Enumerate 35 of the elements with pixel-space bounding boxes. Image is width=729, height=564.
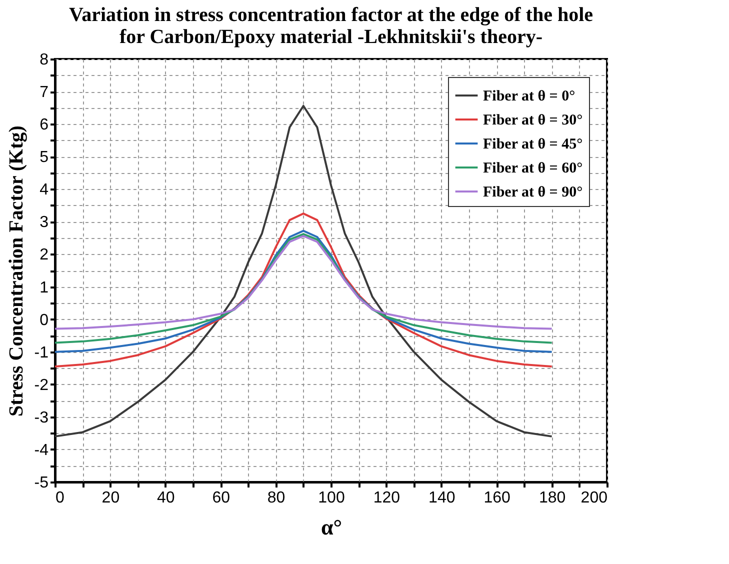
y-tick-label: -4 xyxy=(34,442,49,459)
x-tick-label: 160 xyxy=(484,490,511,506)
x-axis-title: α° xyxy=(320,514,342,540)
x-tick-label: 60 xyxy=(212,490,230,506)
legend-label: Fiber at θ = 45° xyxy=(483,136,583,152)
y-tick-label: 4 xyxy=(40,182,49,199)
x-tick-label: 120 xyxy=(373,490,400,506)
y-tick-label: -5 xyxy=(34,474,49,492)
legend-label: Fiber at θ = 0° xyxy=(483,88,576,104)
x-tick-label: 200 xyxy=(580,490,608,506)
y-tick-label: 1 xyxy=(40,279,49,296)
x-tick-label: 100 xyxy=(318,490,345,506)
y-tick-label: 2 xyxy=(40,246,49,264)
y-tick-label: -3 xyxy=(34,409,49,426)
y-tick-label: 8 xyxy=(40,52,49,68)
y-tick-label: -1 xyxy=(34,344,49,362)
legend-label: Fiber at θ = 60° xyxy=(483,160,583,176)
y-tick-label: 5 xyxy=(40,149,49,166)
legend-label: Fiber at θ = 30° xyxy=(483,112,583,128)
legend-label: Fiber at θ = 90° xyxy=(483,184,583,200)
x-tick-label: 0 xyxy=(56,490,64,506)
text: Variation in stress concentration factor at the edge of the hole xyxy=(68,4,594,26)
x-tick-label: 180 xyxy=(538,490,566,506)
x-tick-label: 40 xyxy=(157,490,175,506)
y-tick-label: 3 xyxy=(40,214,49,232)
x-tick-label: 80 xyxy=(267,490,286,506)
y-axis-title: Stress Concentration Factor (Ktg) xyxy=(5,126,28,416)
line-series xyxy=(54,212,553,368)
y-tick-label: -2 xyxy=(34,376,49,394)
y-tick-label: 0 xyxy=(40,312,49,329)
x-tick-label: 20 xyxy=(102,490,120,506)
x-tick-label: 140 xyxy=(428,490,456,506)
y-tick-label: 6 xyxy=(40,116,49,134)
y-tick-label: 7 xyxy=(40,84,49,102)
text: for Carbon/Epoxy material -Lekhnitskii's theory- xyxy=(120,26,542,48)
